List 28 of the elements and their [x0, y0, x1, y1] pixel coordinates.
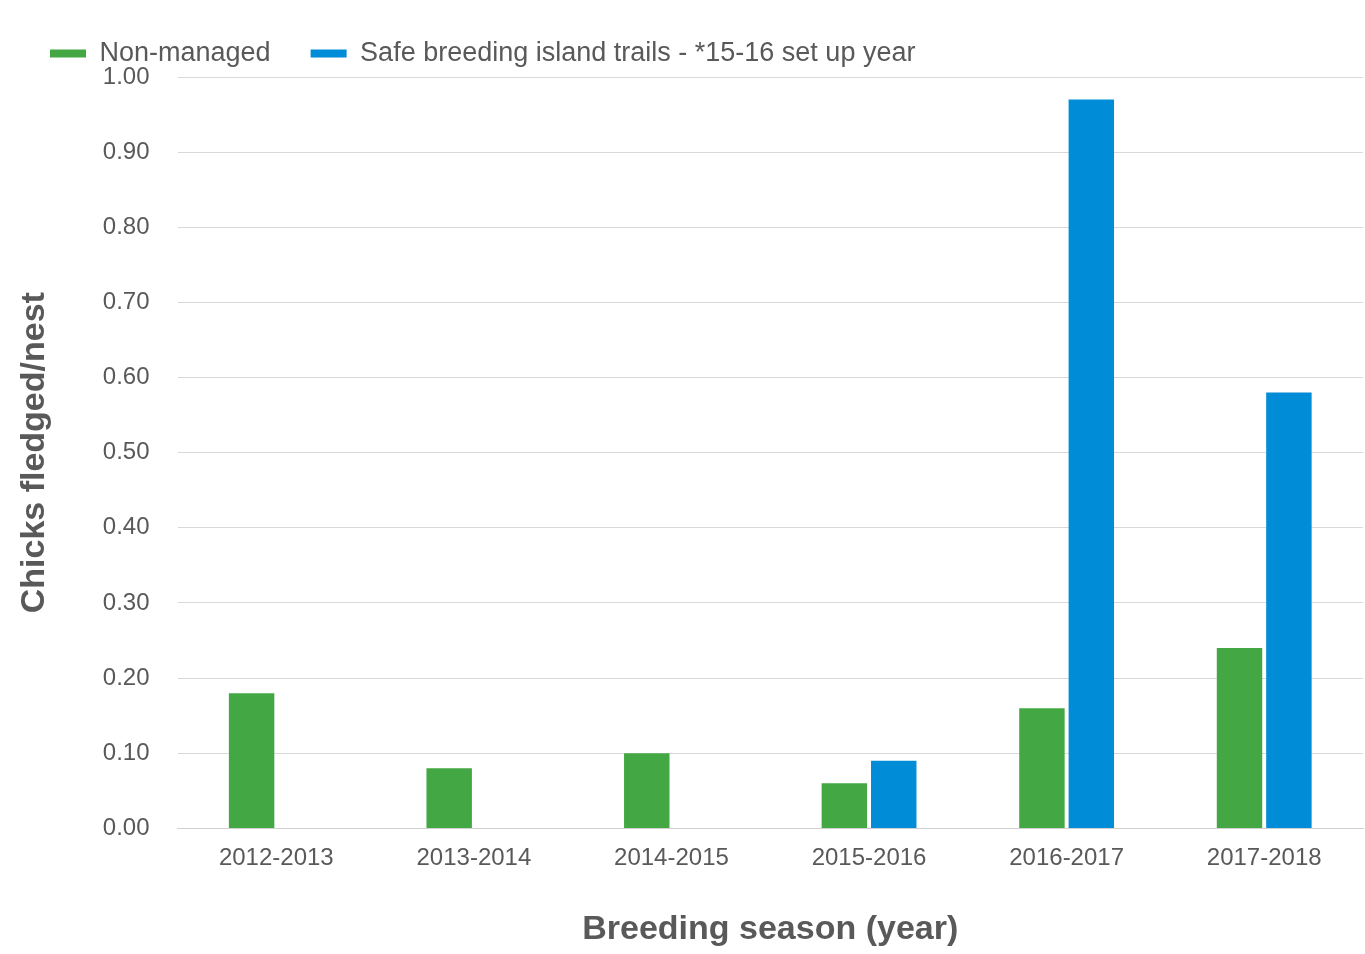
bar [1068, 99, 1115, 828]
x-tick-label: 2013-2014 [416, 843, 532, 871]
bar [228, 693, 275, 828]
x-tick-label: 2017-2018 [1206, 843, 1322, 871]
legend-label: Safe breeding island trails - *15-16 set up year [360, 36, 916, 67]
x-tick-label: 2016-2017 [1009, 843, 1125, 871]
x-axis-title: Breeding season (year) [582, 907, 959, 946]
bar [871, 760, 917, 828]
x-tick-label: 2014-2015 [614, 843, 729, 871]
y-tick-label: 0.80 [102, 211, 150, 239]
y-tick-label: 0.50 [102, 437, 150, 465]
y-tick-label: 0.70 [102, 287, 150, 315]
bar [426, 768, 472, 828]
x-tick-label: 2015-2016 [811, 843, 927, 871]
y-tick-label: 0.00 [102, 813, 150, 841]
y-tick-label: 0.10 [102, 737, 150, 765]
y-tick-label: 0.40 [102, 512, 150, 540]
bar [1019, 708, 1065, 828]
y-tick-label: 0.30 [102, 587, 150, 615]
y-tick-label: 0.90 [102, 136, 150, 164]
x-tick-label: 2012-2013 [218, 843, 334, 871]
y-tick-label: 0.20 [102, 662, 150, 690]
y-tick-label: 0.60 [102, 362, 150, 390]
bar [821, 783, 868, 828]
bar [1216, 648, 1263, 828]
y-axis-title: Chicks fledged/nest [12, 292, 51, 614]
bar [624, 753, 670, 828]
bar [1266, 392, 1312, 828]
